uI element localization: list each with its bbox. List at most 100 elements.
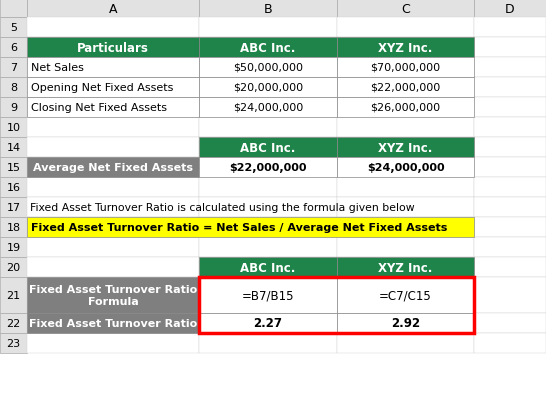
Bar: [199, 38, 337, 58]
Text: 20: 20: [7, 262, 21, 272]
Text: 2.92: 2.92: [391, 317, 420, 330]
Bar: [0, 158, 27, 178]
Bar: [199, 158, 337, 178]
Bar: [27, 158, 199, 178]
Bar: [199, 58, 337, 78]
Bar: [27, 78, 199, 98]
Text: Closing Net Fixed Assets: Closing Net Fixed Assets: [31, 103, 167, 113]
Bar: [199, 98, 337, 118]
Text: A: A: [109, 2, 117, 15]
Bar: [474, 78, 546, 98]
Bar: [337, 118, 474, 138]
Text: $70,000,000: $70,000,000: [370, 63, 441, 73]
Text: 18: 18: [7, 223, 21, 233]
Bar: [337, 158, 474, 178]
Bar: [27, 333, 199, 353]
Bar: [27, 58, 199, 78]
Bar: [27, 197, 199, 218]
Bar: [199, 118, 337, 138]
Text: ABC Inc.: ABC Inc.: [240, 41, 296, 55]
Bar: [27, 218, 199, 237]
Bar: [337, 257, 474, 277]
Bar: [199, 257, 337, 277]
Text: C: C: [401, 2, 410, 15]
Text: Fixed Asset Turnover Ratio = Net Sales / Average Net Fixed Assets: Fixed Asset Turnover Ratio = Net Sales /…: [31, 223, 447, 233]
Bar: [474, 18, 546, 38]
Text: $50,000,000: $50,000,000: [233, 63, 303, 73]
Text: 9: 9: [10, 103, 17, 113]
Bar: [0, 18, 27, 38]
Bar: [27, 118, 199, 138]
Bar: [27, 138, 199, 158]
Bar: [199, 197, 337, 218]
Bar: [27, 313, 199, 333]
Text: Fixed Asset Turnover Ratio: Fixed Asset Turnover Ratio: [29, 318, 197, 328]
Bar: [337, 257, 474, 277]
Text: 2.27: 2.27: [253, 317, 282, 330]
Text: 23: 23: [7, 338, 21, 348]
Bar: [199, 38, 337, 58]
Bar: [0, 38, 27, 58]
Bar: [337, 218, 474, 237]
Bar: [0, 0, 27, 18]
Bar: [337, 138, 474, 158]
Bar: [27, 98, 199, 118]
Bar: [199, 78, 337, 98]
Bar: [0, 58, 27, 78]
Bar: [0, 197, 27, 218]
Bar: [199, 98, 337, 118]
Text: 22: 22: [7, 318, 21, 328]
Bar: [337, 313, 474, 333]
Text: $20,000,000: $20,000,000: [233, 83, 303, 93]
Bar: [337, 58, 474, 78]
Bar: [199, 313, 337, 333]
Bar: [0, 118, 27, 138]
Bar: [337, 237, 474, 257]
Bar: [199, 218, 337, 237]
Bar: [337, 78, 474, 98]
Bar: [0, 178, 27, 197]
Text: 6: 6: [10, 43, 17, 53]
Bar: [27, 237, 199, 257]
Bar: [27, 18, 199, 38]
Bar: [199, 277, 337, 313]
Text: 8: 8: [10, 83, 17, 93]
Bar: [337, 98, 474, 118]
Bar: [27, 38, 199, 58]
Text: XYZ Inc.: XYZ Inc.: [378, 261, 432, 274]
Bar: [27, 78, 199, 98]
Bar: [27, 158, 199, 178]
Text: ABC Inc.: ABC Inc.: [240, 141, 296, 154]
Bar: [199, 333, 337, 353]
Bar: [337, 138, 474, 158]
Bar: [0, 313, 27, 333]
Text: ABC Inc.: ABC Inc.: [240, 261, 296, 274]
Bar: [27, 313, 199, 333]
Bar: [0, 257, 27, 277]
Bar: [474, 178, 546, 197]
Bar: [0, 78, 27, 98]
Bar: [199, 178, 337, 197]
Bar: [27, 257, 199, 277]
Bar: [27, 0, 199, 18]
Bar: [474, 0, 546, 18]
Bar: [474, 333, 546, 353]
Bar: [199, 158, 337, 178]
Bar: [337, 158, 474, 178]
Text: $24,000,000: $24,000,000: [367, 163, 444, 173]
Bar: [337, 277, 474, 313]
Text: Opening Net Fixed Assets: Opening Net Fixed Assets: [31, 83, 174, 93]
Bar: [474, 313, 546, 333]
Text: B: B: [264, 2, 272, 15]
Text: 10: 10: [7, 123, 21, 133]
Bar: [27, 277, 199, 313]
Bar: [199, 0, 337, 18]
Text: $26,000,000: $26,000,000: [370, 103, 441, 113]
Bar: [27, 277, 199, 313]
Bar: [199, 277, 474, 333]
Bar: [199, 78, 337, 98]
Text: D: D: [505, 2, 515, 15]
Bar: [27, 38, 199, 58]
Bar: [27, 178, 199, 197]
Text: 19: 19: [7, 242, 21, 252]
